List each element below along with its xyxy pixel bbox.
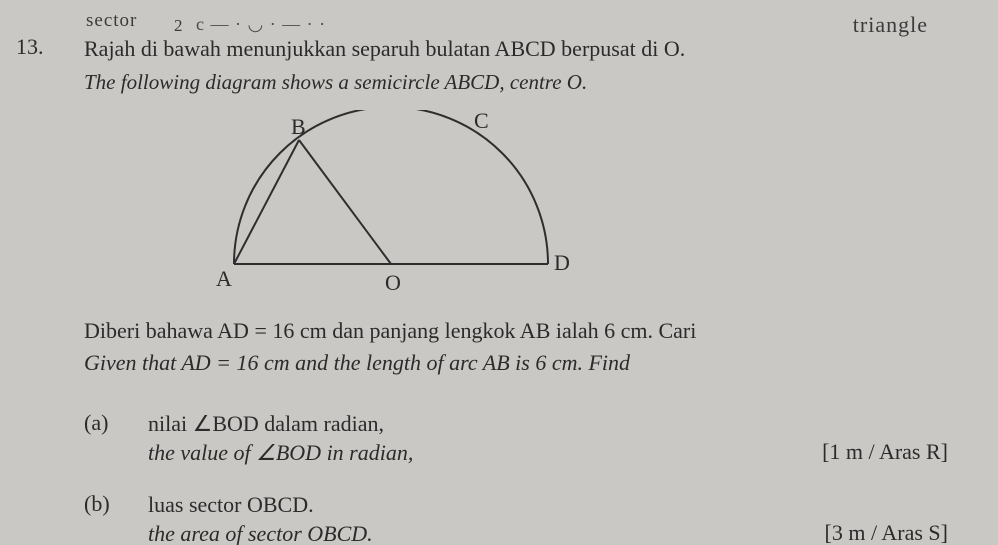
svg-text:B: B <box>291 114 306 139</box>
info-english: Given that AD = 16 cm and the length of … <box>84 348 936 378</box>
svg-text:A: A <box>216 266 232 291</box>
part-a-english: the value of ∠BOD in radian, <box>148 439 768 468</box>
part-b-malay: luas sector OBCD. <box>148 491 768 520</box>
stem-english: The following diagram shows a semicircle… <box>84 68 806 96</box>
part-a-row: (a) nilai ∠BOD dalam radian, the value o… <box>84 410 948 467</box>
info-malay: Diberi bahawa AD = 16 cm dan panjang len… <box>84 316 936 346</box>
part-b-body: luas sector OBCD. the area of sector OBC… <box>148 491 768 545</box>
svg-text:D: D <box>554 250 570 275</box>
part-b-label: (b) <box>84 491 148 517</box>
question-number: 13. <box>16 34 44 60</box>
diagram-svg: B C A D O <box>196 110 596 300</box>
part-a-marks: [1 m / Aras R] <box>768 439 948 467</box>
given-info: Diberi bahawa AD = 16 cm dan panjang len… <box>84 316 936 377</box>
handwriting-triangle: triangle <box>853 12 928 38</box>
svg-text:C: C <box>474 110 489 133</box>
page: sector 2 c — · ◡ · — · · triangle 13. Ra… <box>16 18 976 527</box>
part-a-label: (a) <box>84 410 148 436</box>
stem-malay: Rajah di bawah menunjukkan separuh bulat… <box>84 34 806 64</box>
svg-text:O: O <box>385 270 401 295</box>
semicircle-diagram: B C A D O <box>196 110 596 300</box>
part-a-body: nilai ∠BOD dalam radian, the value of ∠B… <box>148 410 768 467</box>
part-b-row: (b) luas sector OBCD. the area of sector… <box>84 491 948 545</box>
part-b-english: the area of sector OBCD. <box>148 520 768 545</box>
part-a-malay: nilai ∠BOD dalam radian, <box>148 410 768 439</box>
part-b-marks: [3 m / Aras S] <box>768 520 948 545</box>
handwriting-scribble: c — · ◡ · — · · <box>196 14 326 35</box>
question-parts: (a) nilai ∠BOD dalam radian, the value o… <box>84 410 948 545</box>
handwriting-two: 2 <box>174 16 183 36</box>
question-stem: Rajah di bawah menunjukkan separuh bulat… <box>84 34 806 96</box>
handwriting-sector: sector <box>86 10 137 32</box>
